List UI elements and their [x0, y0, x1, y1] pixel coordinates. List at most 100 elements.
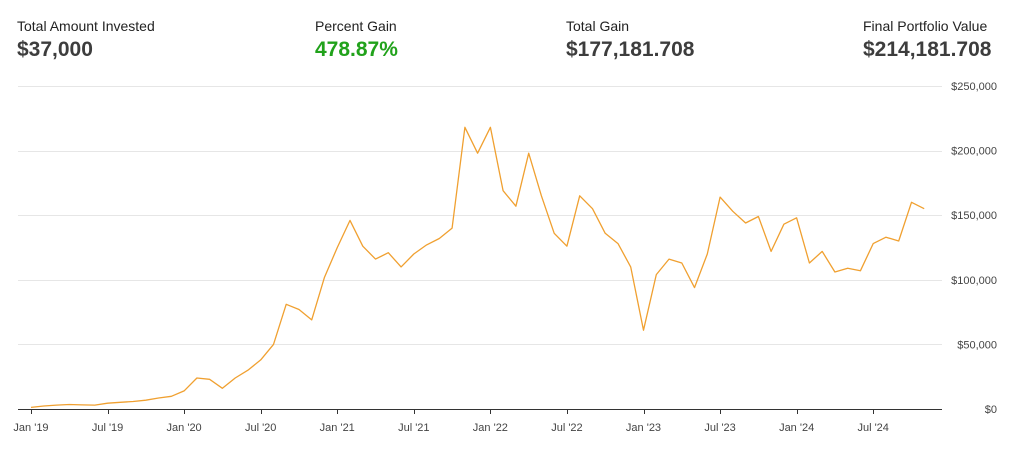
x-tick-label: Jul '23: [704, 422, 735, 434]
x-tick-label: Jul '24: [857, 422, 888, 434]
data-point: [297, 308, 301, 312]
summary-stats: Total Amount Invested $37,000 Percent Ga…: [0, 0, 1024, 80]
data-point: [450, 226, 454, 230]
x-tick-label: Jul '19: [92, 422, 123, 434]
data-point: [705, 252, 709, 256]
data-point: [55, 403, 59, 407]
final-value-stat: Final Portfolio Value $214,181.708: [863, 18, 991, 62]
data-point: [93, 403, 97, 407]
data-point: [361, 244, 365, 248]
data-point: [897, 239, 901, 243]
data-point: [769, 249, 773, 253]
x-tick-label: Jan '23: [626, 422, 661, 434]
data-point: [871, 242, 875, 246]
x-tick-label: Jul '22: [551, 422, 582, 434]
data-point: [259, 358, 263, 362]
x-tick-label: Jan '22: [473, 422, 508, 434]
data-point: [374, 257, 378, 261]
data-point: [858, 269, 862, 273]
total-invested-stat: Total Amount Invested $37,000: [17, 18, 155, 62]
data-point: [514, 204, 518, 208]
data-point: [603, 231, 607, 235]
total-gain-value: $177,181.708: [566, 38, 695, 61]
total-gain-stat: Total Gain $177,181.708: [566, 18, 694, 62]
data-point: [463, 125, 467, 129]
data-point: [425, 243, 429, 247]
series-layer: [29, 125, 926, 409]
data-point: [335, 246, 339, 250]
data-point: [731, 209, 735, 213]
data-point: [667, 257, 671, 261]
y-axis-ticks: $0 $50,000 $100,000 $150,000 $200,000 $250,00…: [951, 81, 997, 416]
data-point: [42, 404, 46, 408]
data-point: [616, 242, 620, 246]
data-point: [552, 231, 556, 235]
data-point: [29, 405, 33, 409]
data-point: [208, 377, 212, 381]
total-gain-label: Total Gain: [566, 18, 630, 34]
x-tick-label: Jan '20: [167, 422, 202, 434]
total-invested-value: $37,000: [17, 38, 93, 61]
data-point: [246, 368, 250, 372]
y-tick-label: $50,000: [957, 339, 997, 351]
data-point: [654, 273, 658, 277]
data-point: [323, 275, 327, 279]
total-invested-label: Total Amount Invested: [17, 18, 155, 34]
data-point: [488, 125, 492, 129]
data-point: [182, 389, 186, 393]
data-point: [386, 251, 390, 255]
data-point: [284, 302, 288, 306]
y-tick-label: $100,000: [951, 275, 997, 287]
data-point: [80, 403, 84, 407]
data-point: [131, 400, 135, 404]
percent-gain-value: 478.87%: [315, 38, 398, 61]
final-value-label: Final Portfolio Value: [863, 18, 988, 34]
y-tick-label: $250,000: [951, 81, 997, 93]
data-point: [782, 222, 786, 226]
data-point: [820, 249, 824, 253]
data-point: [220, 386, 224, 390]
data-point: [144, 398, 148, 402]
data-point: [169, 394, 173, 398]
data-point: [910, 200, 914, 204]
final-value-value: $214,181.708: [863, 38, 992, 61]
data-point: [412, 252, 416, 256]
data-point: [629, 265, 633, 269]
portfolio-value-line: [30, 126, 925, 409]
data-point: [233, 376, 237, 380]
data-point: [118, 400, 122, 404]
data-point: [718, 195, 722, 199]
data-point: [807, 261, 811, 265]
x-tick-label: Jan '24: [779, 422, 814, 434]
data-point: [399, 265, 403, 269]
data-point: [884, 235, 888, 239]
data-point: [744, 221, 748, 225]
data-point: [527, 151, 531, 155]
data-point: [591, 207, 595, 211]
y-tick-label: $0: [985, 404, 997, 416]
data-point: [565, 244, 569, 248]
x-tick-label: Jul '21: [398, 422, 429, 434]
data-point: [67, 403, 71, 407]
data-point: [833, 270, 837, 274]
data-point: [501, 189, 505, 193]
x-tick-label: Jul '20: [245, 422, 276, 434]
y-tick-label: $150,000: [951, 210, 997, 222]
data-point: [437, 237, 441, 241]
data-point: [106, 401, 110, 405]
data-point: [922, 207, 926, 211]
data-point: [310, 318, 314, 322]
data-point: [642, 328, 646, 332]
data-point: [539, 194, 543, 198]
data-point: [195, 376, 199, 380]
grid-layer: [18, 86, 942, 410]
data-point: [348, 218, 352, 222]
data-point: [795, 216, 799, 220]
data-point: [272, 342, 276, 346]
percent-gain-stat: Percent Gain 478.87%: [315, 18, 398, 62]
data-point: [693, 286, 697, 290]
x-tick-label: Jan '21: [320, 422, 355, 434]
data-point: [476, 151, 480, 155]
data-point: [846, 266, 850, 270]
